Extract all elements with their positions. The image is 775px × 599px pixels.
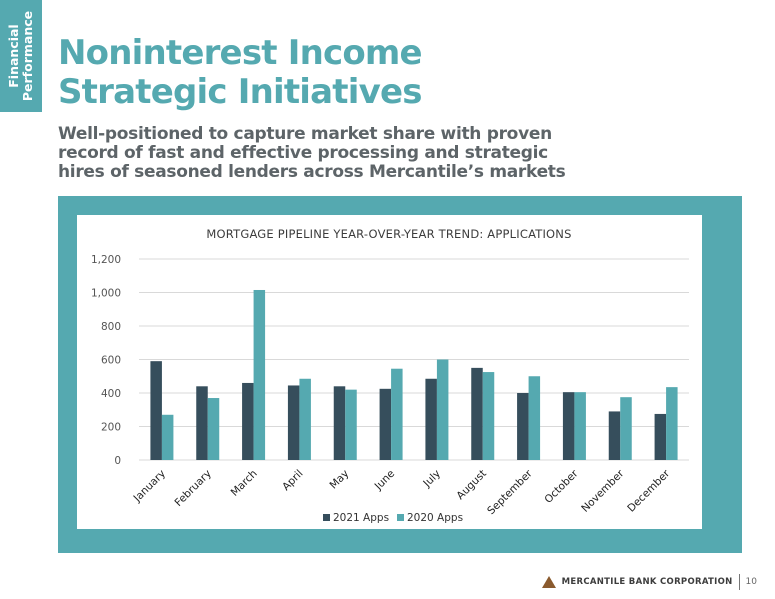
company-name: MERCANTILE BANK CORPORATION — [561, 577, 733, 587]
x-tick-label: February — [172, 468, 213, 509]
page-title: Noninterest Income Strategic Initiatives — [58, 33, 423, 112]
bar-2021-october — [562, 392, 575, 460]
bar-2020-september — [528, 376, 541, 460]
section-tab-line1: Financial — [6, 24, 21, 88]
page-subtitle-line2: record of fast and effective processing … — [58, 143, 548, 163]
bar-chart: MORTGAGE PIPELINE YEAR-OVER-YEAR TREND: … — [91, 227, 689, 524]
chart-frame: MORTGAGE PIPELINE YEAR-OVER-YEAR TREND: … — [58, 196, 742, 553]
y-tick-label: 200 — [101, 422, 121, 434]
x-tick-label: April — [280, 468, 305, 493]
y-tick-label: 800 — [101, 321, 121, 333]
y-tick-label: 400 — [101, 388, 121, 400]
y-axis-ticks: 0 200 400 600 800 1,000 1,200 — [91, 254, 121, 467]
page-number: 10 — [745, 577, 757, 587]
chart-title: MORTGAGE PIPELINE YEAR-OVER-YEAR TREND: … — [206, 227, 571, 241]
x-tick-label: December — [625, 467, 672, 514]
page-subtitle-line3: hires of seasoned lenders across Mercant… — [58, 162, 566, 182]
y-tick-label: 0 — [114, 455, 121, 467]
section-tab: Financial Performance — [0, 0, 42, 112]
bar-2021-april — [287, 385, 300, 460]
bar-2020-june — [391, 368, 403, 460]
page-subtitle: Well-positioned to capture market share … — [58, 125, 658, 182]
bar-2020-december — [666, 387, 678, 460]
bar-2021-march — [242, 382, 254, 460]
bar-2021-january — [150, 361, 162, 460]
legend-swatch — [323, 514, 330, 521]
bar-2020-november — [620, 397, 632, 460]
legend-swatch — [397, 514, 404, 521]
bar-2020-august — [482, 372, 495, 460]
bar-2020-july — [436, 359, 449, 460]
chart-bars — [150, 289, 678, 460]
legend-label: 2020 Apps — [407, 512, 463, 524]
y-tick-label: 1,200 — [91, 254, 121, 266]
x-tick-label: March — [229, 468, 260, 499]
bar-2020-march — [253, 289, 266, 460]
bar-2021-december — [654, 413, 667, 460]
page-subtitle-line1: Well-positioned to capture market share … — [58, 124, 552, 144]
chart-panel: MORTGAGE PIPELINE YEAR-OVER-YEAR TREND: … — [77, 215, 702, 529]
chart-gridlines — [139, 258, 689, 461]
page-title-line1: Noninterest Income — [58, 33, 423, 73]
section-tab-line2: Performance — [20, 10, 35, 102]
x-tick-label: August — [454, 468, 488, 502]
company-logo-icon — [541, 576, 556, 588]
bar-2020-january — [161, 414, 174, 460]
bar-2021-november — [608, 411, 621, 460]
y-tick-label: 600 — [101, 355, 121, 367]
bar-2021-february — [196, 386, 208, 460]
section-tab-label: Financial Performance — [6, 10, 35, 102]
bar-2020-april — [299, 378, 311, 460]
x-tick-label: October — [542, 467, 581, 506]
bar-2020-october — [574, 392, 586, 460]
y-tick-label: 1,000 — [91, 288, 121, 300]
footer-divider — [738, 574, 740, 590]
page-title-line2: Strategic Initiatives — [58, 72, 422, 112]
x-axis-labels: January February March April May June July Augu… — [131, 467, 673, 517]
bar-2021-july — [425, 378, 437, 460]
x-tick-label: July — [420, 468, 443, 491]
bar-2021-may — [333, 386, 346, 460]
bar-2021-september — [517, 393, 529, 460]
bar-2021-june — [379, 388, 392, 460]
chart-legend: 2021 Apps 2020 Apps — [323, 512, 463, 524]
bar-2020-may — [345, 389, 357, 460]
x-tick-label: June — [372, 468, 397, 493]
footer: MERCANTILE BANK CORPORATION 10 — [541, 572, 757, 592]
bar-2021-august — [471, 367, 483, 460]
x-tick-label: September — [485, 467, 535, 517]
x-tick-label: November — [579, 467, 627, 515]
bar-2020-february — [207, 398, 220, 460]
x-tick-label: May — [328, 468, 352, 492]
x-tick-label: January — [131, 468, 168, 505]
legend-label: 2021 Apps — [333, 512, 389, 524]
